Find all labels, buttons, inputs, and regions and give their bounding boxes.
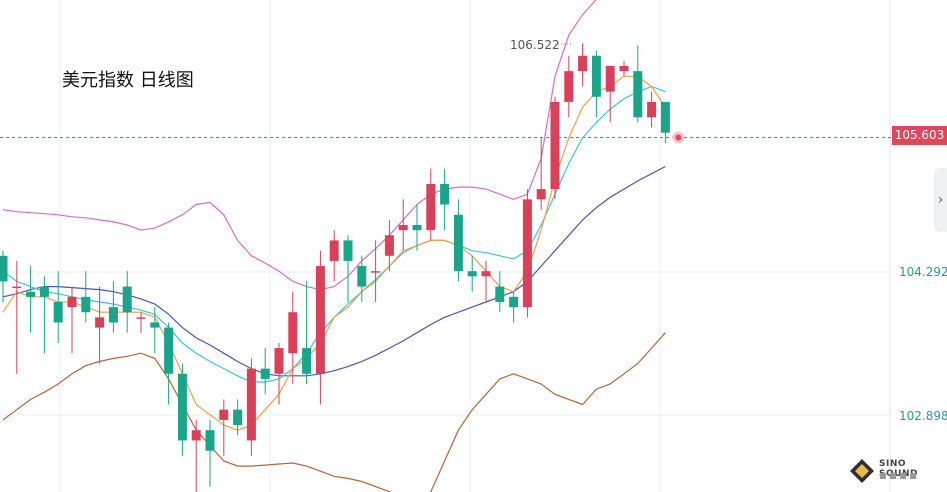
- candle-body: [81, 296, 91, 313]
- candle-body: [633, 71, 643, 118]
- candle-body: [26, 291, 36, 297]
- candle-body: [536, 189, 546, 200]
- candle-body: [467, 271, 477, 277]
- bollinger-lower-line: [2, 332, 666, 492]
- candle-body: [522, 199, 532, 308]
- candle-body: [219, 409, 229, 420]
- candle-body: [136, 317, 146, 319]
- candle-body: [371, 271, 381, 273]
- candle-body: [412, 225, 422, 231]
- broker-logo: SINO SOUND ■ ■ ■ ■: [848, 457, 943, 485]
- diamond-logo-icon: [850, 459, 874, 483]
- candle-body: [453, 214, 463, 272]
- candle-body: [647, 101, 657, 118]
- candle-body: [164, 327, 174, 374]
- candle-body: [39, 286, 49, 297]
- candle-body: [384, 235, 394, 256]
- candle-body: [591, 55, 601, 97]
- candle-body: [288, 312, 298, 354]
- candle-body: [233, 409, 243, 426]
- candle-body: [274, 348, 284, 374]
- candle-body: [315, 266, 325, 374]
- candle-body: [605, 66, 615, 92]
- high-annotation: 106.522: [510, 38, 560, 52]
- candle-body: [440, 183, 450, 205]
- candle-body: [343, 240, 353, 261]
- logo-subtitle: ■ ■ ■ ■: [879, 471, 917, 480]
- candle-body: [95, 317, 105, 328]
- candle-body: [246, 368, 256, 441]
- candle-body: [302, 348, 312, 374]
- bollinger-upper-line: [2, 0, 597, 291]
- candle-body: [260, 368, 270, 379]
- candle-body: [550, 101, 560, 190]
- candle-body: [398, 225, 408, 231]
- candle-body: [481, 271, 491, 277]
- candle-body: [578, 55, 588, 72]
- candle-body: [150, 322, 160, 328]
- candle-body: [177, 373, 187, 441]
- candle-body: [108, 307, 118, 323]
- candle-body: [509, 296, 519, 308]
- candle-body: [67, 296, 77, 308]
- current-price-tag: 105.603: [892, 126, 947, 145]
- candle-body: [495, 286, 505, 302]
- chart-title: 美元指数 日线图: [62, 70, 194, 91]
- candle-body: [426, 183, 436, 231]
- candle-body: [122, 286, 132, 313]
- candle-body: [191, 430, 201, 441]
- candle-body: [205, 430, 215, 451]
- chevron-right-icon[interactable]: ›: [934, 168, 947, 232]
- logo-wordmark: SINO SOUND: [879, 459, 918, 479]
- candle-body: [619, 66, 629, 72]
- candle-body: [660, 101, 670, 133]
- y-tick-label: 104.292: [899, 265, 947, 279]
- candle-body: [12, 286, 22, 289]
- candle-body: [53, 301, 63, 323]
- candle-body: [329, 240, 339, 261]
- candle-body: [0, 255, 8, 282]
- candle-body: [564, 71, 574, 102]
- current-point-dot: [675, 134, 682, 141]
- candle-body: [357, 266, 367, 287]
- y-tick-label: 102.898: [899, 409, 947, 423]
